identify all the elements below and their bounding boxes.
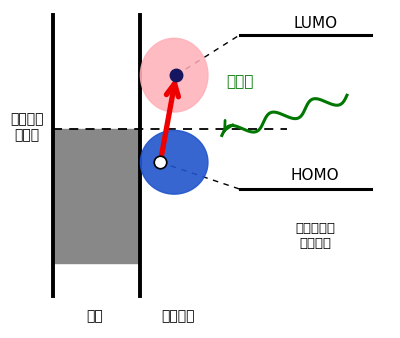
Text: LUMO: LUMO: [293, 16, 337, 31]
Bar: [53, 129, 140, 263]
Text: フェルミ
レベル: フェルミ レベル: [10, 112, 44, 142]
Text: 分子固有の
電子状態: 分子固有の 電子状態: [295, 222, 335, 250]
Text: 金属: 金属: [86, 310, 103, 323]
Polygon shape: [140, 130, 208, 194]
Text: 可視光: 可視光: [226, 74, 253, 89]
Text: 吸着分子: 吸着分子: [162, 310, 195, 323]
Polygon shape: [140, 38, 208, 112]
Text: HOMO: HOMO: [291, 168, 340, 183]
